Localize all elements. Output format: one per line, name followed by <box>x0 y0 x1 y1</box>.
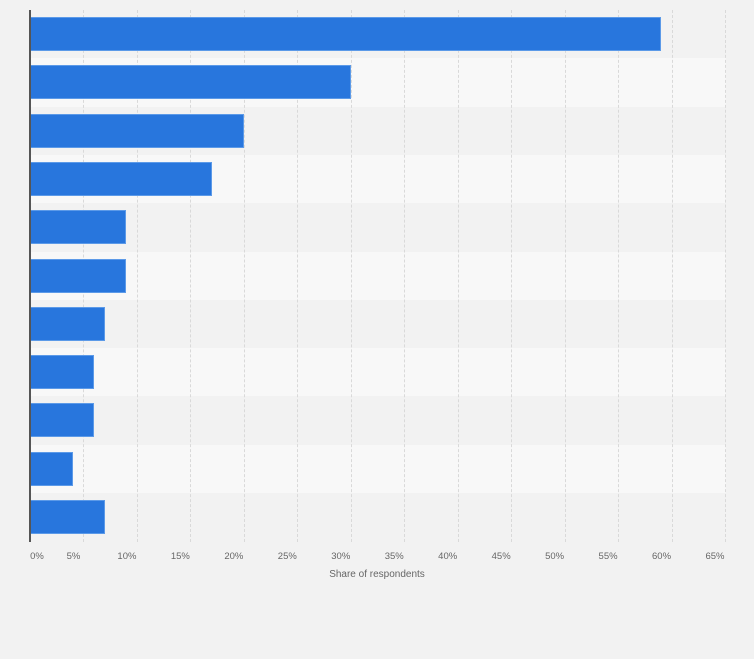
row-band <box>30 493 726 542</box>
x-tick-label: 20% <box>224 551 244 562</box>
x-tick-label: 0% <box>30 551 44 562</box>
bar[interactable] <box>30 65 351 100</box>
row-band <box>30 444 726 493</box>
gridline <box>725 10 726 542</box>
gridline <box>297 10 299 542</box>
x-tick-label: 35% <box>384 551 404 562</box>
bar[interactable] <box>30 17 661 51</box>
x-tick-label: 45% <box>491 551 511 562</box>
bar[interactable] <box>30 161 212 196</box>
row-band <box>30 203 726 252</box>
gridline <box>618 10 620 542</box>
row-band <box>30 396 726 445</box>
gridline <box>190 10 192 542</box>
y-axis-line <box>29 10 31 542</box>
gridline <box>511 10 513 542</box>
gridline <box>564 10 566 542</box>
bar[interactable] <box>30 258 127 293</box>
bar[interactable] <box>30 210 127 245</box>
bar[interactable] <box>30 451 73 486</box>
bar[interactable] <box>30 355 95 390</box>
x-tick-label: 10% <box>117 551 137 562</box>
row-band <box>30 299 726 349</box>
gridline <box>243 10 245 542</box>
x-tick-label: 5% <box>66 551 81 562</box>
x-tick-label: 65% <box>705 551 725 562</box>
x-tick-label: 55% <box>598 551 618 562</box>
bar[interactable] <box>30 306 105 341</box>
bar[interactable] <box>30 403 95 438</box>
row-band <box>30 348 726 397</box>
x-tick-label: 40% <box>438 551 458 562</box>
bar[interactable] <box>30 113 244 148</box>
row-band <box>30 251 726 300</box>
x-tick-label: 30% <box>331 551 351 562</box>
x-axis-label: Share of respondents <box>329 569 425 580</box>
x-tick-label: 50% <box>545 551 565 562</box>
gridline <box>350 10 352 542</box>
gridline <box>457 10 459 542</box>
bar[interactable] <box>30 500 105 534</box>
gridline <box>404 10 406 542</box>
gridline <box>136 10 138 542</box>
x-tick-label: 25% <box>277 551 297 562</box>
x-tick-label: 60% <box>652 551 672 562</box>
x-tick-label: 15% <box>170 551 190 562</box>
gridline <box>671 10 673 542</box>
